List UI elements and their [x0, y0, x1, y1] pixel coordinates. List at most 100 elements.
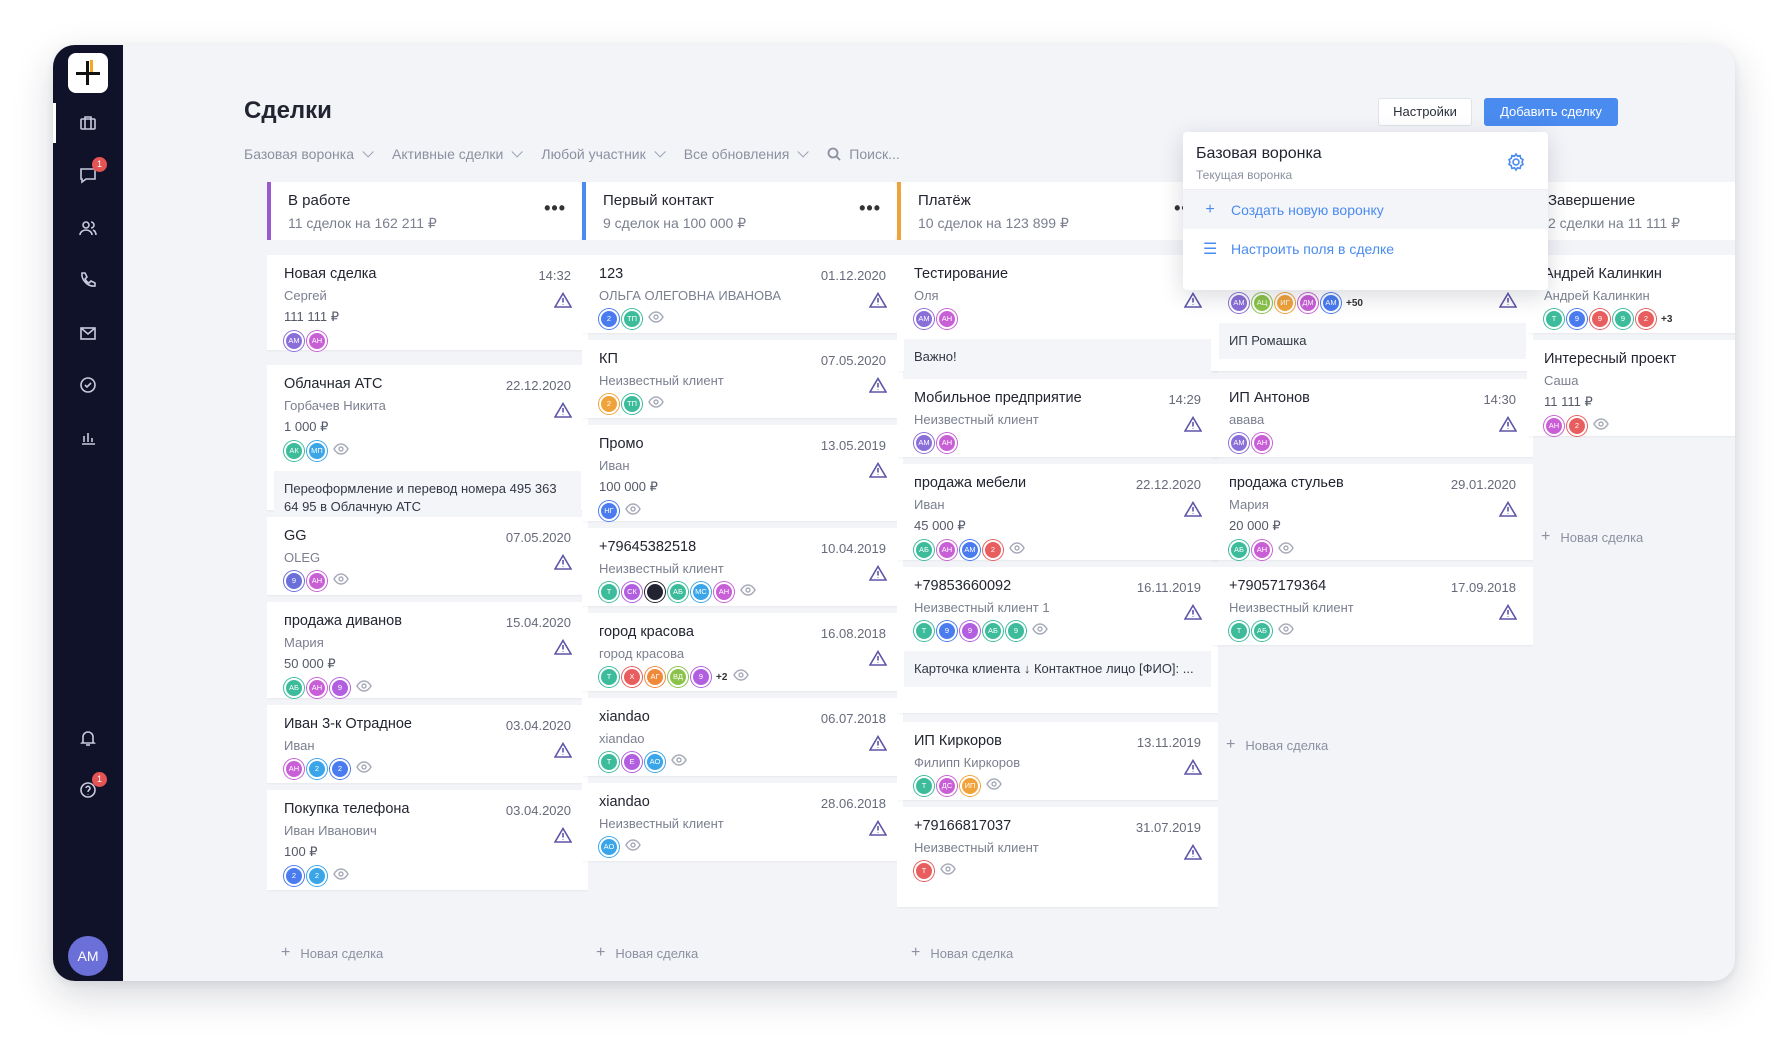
deal-card[interactable]: Андрей Калинкин Андрей Калинкин Т 9 9 9 2 +3: [1527, 255, 1735, 333]
participant-avatar[interactable]: 9: [691, 667, 711, 687]
participant-avatar[interactable]: МС: [691, 582, 711, 602]
add-deal-button[interactable]: Добавить сделку: [1484, 98, 1618, 126]
deal-card[interactable]: продажа диванов 15.04.2020 Мария 50 000 ₽ АБ…: [267, 602, 588, 698]
new-deal-button[interactable]: + Новая сделка: [1541, 528, 1643, 546]
participant-avatar[interactable]: 9: [1006, 621, 1026, 641]
warning-icon[interactable]: [1183, 500, 1203, 517]
participant-avatar[interactable]: 9: [937, 621, 957, 641]
deal-card[interactable]: город красова 16.08.2018 город красова Т Х АГ…: [582, 613, 903, 691]
participant-avatar[interactable]: ИП: [960, 776, 980, 796]
help-icon[interactable]: 1: [53, 770, 123, 810]
participant-avatar[interactable]: АО: [599, 837, 619, 857]
warning-icon[interactable]: [868, 461, 888, 478]
participant-avatar[interactable]: ВД: [668, 667, 688, 687]
participant-avatar[interactable]: ДС: [937, 776, 957, 796]
participant-avatar[interactable]: АМ: [284, 331, 304, 351]
nav-mail-icon[interactable]: [53, 313, 123, 353]
eye-icon[interactable]: [730, 668, 750, 686]
more-icon[interactable]: •••: [859, 198, 881, 218]
warning-icon[interactable]: [553, 741, 573, 758]
eye-icon[interactable]: [1590, 417, 1609, 435]
eye-icon[interactable]: [737, 583, 756, 601]
participant-avatar[interactable]: 9: [284, 571, 304, 591]
participant-avatar[interactable]: АН: [1252, 433, 1272, 453]
deal-card[interactable]: Тестирование Оля АМ АН Важно!: [897, 255, 1218, 375]
participant-avatar[interactable]: НГ: [599, 501, 619, 521]
warning-icon[interactable]: [868, 734, 888, 751]
warning-icon[interactable]: [1498, 500, 1518, 517]
participant-avatar[interactable]: АН: [307, 678, 327, 698]
participant-avatar[interactable]: Т: [914, 776, 934, 796]
participant-avatar[interactable]: МП: [307, 441, 327, 461]
warning-icon[interactable]: [553, 553, 573, 570]
deal-card[interactable]: 123 01.12.2020 ОЛЬГА ОЛЕГОВНА ИВАНОВА 2 ТП: [582, 255, 903, 333]
participant-avatar[interactable]: 2: [307, 759, 327, 779]
participant-avatar[interactable]: ИГ: [1275, 293, 1295, 313]
eye-icon[interactable]: [1006, 541, 1025, 559]
participant-avatar[interactable]: АМ: [914, 433, 934, 453]
settings-button[interactable]: Настройки: [1378, 98, 1472, 126]
search-input[interactable]: Поиск...: [827, 146, 900, 162]
participant-avatar[interactable]: АМ: [1321, 293, 1341, 313]
warning-icon[interactable]: [1183, 291, 1203, 308]
nav-deals-icon[interactable]: [53, 103, 123, 143]
participant-avatar[interactable]: ТП: [622, 394, 642, 414]
participant-avatar[interactable]: 9: [960, 621, 980, 641]
warning-icon[interactable]: [868, 649, 888, 666]
participant-avatar[interactable]: 9: [1613, 309, 1633, 329]
deal-card[interactable]: GG 07.05.2020 OLEG 9 АН: [267, 517, 588, 595]
participant-avatar[interactable]: Т: [914, 621, 934, 641]
participant-avatar[interactable]: АК: [284, 441, 304, 461]
create-funnel-item[interactable]: + Создать новую воронку: [1183, 190, 1548, 229]
participant-avatar[interactable]: АН: [307, 331, 327, 351]
nav-messages-icon[interactable]: 1: [53, 155, 123, 195]
deal-card[interactable]: +79166817037 31.07.2019 Неизвестный клиент…: [897, 807, 1218, 907]
participant-avatar[interactable]: 9: [1590, 309, 1610, 329]
filter-participant[interactable]: Любой участник: [541, 146, 666, 162]
filter-funnel[interactable]: Базовая воронка: [244, 146, 374, 162]
warning-icon[interactable]: [1498, 603, 1518, 620]
warning-icon[interactable]: [868, 819, 888, 836]
participant-avatar[interactable]: АМ: [914, 309, 934, 329]
participant-avatar[interactable]: АМ: [1229, 433, 1249, 453]
participant-avatar[interactable]: 9: [1567, 309, 1587, 329]
participant-avatar[interactable]: 2: [1636, 309, 1656, 329]
more-icon[interactable]: •••: [544, 198, 566, 218]
deal-card[interactable]: +79057179364 17.09.2018 Неизвестный клиент…: [1212, 567, 1533, 645]
participant-avatar[interactable]: СК: [622, 582, 642, 602]
warning-icon[interactable]: [553, 638, 573, 655]
warning-icon[interactable]: [1183, 758, 1203, 775]
participant-avatar[interactable]: АН: [1252, 540, 1272, 560]
filter-deals[interactable]: Активные сделки: [392, 146, 524, 162]
gear-icon[interactable]: [1506, 152, 1526, 172]
warning-icon[interactable]: [868, 291, 888, 308]
warning-icon[interactable]: [553, 401, 573, 418]
participant-avatar[interactable]: Т: [914, 861, 934, 881]
deal-card[interactable]: xiandao 06.07.2018 xiandao Т Е АО: [582, 698, 903, 776]
nav-reports-icon[interactable]: [53, 418, 123, 458]
participant-avatar[interactable]: Т: [599, 667, 619, 687]
participant-avatar[interactable]: АБ: [1252, 621, 1272, 641]
deal-card[interactable]: Иван 3-к Отрадное 03.04.2020 Иван АН 2 2: [267, 705, 588, 783]
deal-card[interactable]: Промо 13.05.2019 Иван 100 000 ₽ НГ: [582, 425, 903, 521]
eye-icon[interactable]: [353, 679, 372, 697]
nav-tasks-icon[interactable]: [53, 365, 123, 405]
more-participants[interactable]: +2: [716, 671, 728, 683]
participant-avatar[interactable]: АН: [714, 582, 734, 602]
participant-avatar[interactable]: 2: [1567, 416, 1587, 436]
participant-avatar[interactable]: АБ: [284, 678, 304, 698]
participant-avatar[interactable]: АЦ: [1252, 293, 1272, 313]
deal-card[interactable]: Покупка телефона 03.04.2020 Иван Иванович 1…: [267, 790, 588, 890]
participant-avatar[interactable]: Т: [1544, 309, 1564, 329]
participant-avatar[interactable]: Т: [1229, 621, 1249, 641]
warning-icon[interactable]: [868, 564, 888, 581]
participant-avatar[interactable]: 9: [330, 678, 350, 698]
participant-avatar[interactable]: АБ: [983, 621, 1003, 641]
warning-icon[interactable]: [1498, 291, 1518, 308]
participant-avatar[interactable]: 2: [330, 759, 350, 779]
participant-avatar[interactable]: 2: [599, 394, 619, 414]
eye-icon[interactable]: [937, 862, 956, 880]
warning-icon[interactable]: [868, 376, 888, 393]
